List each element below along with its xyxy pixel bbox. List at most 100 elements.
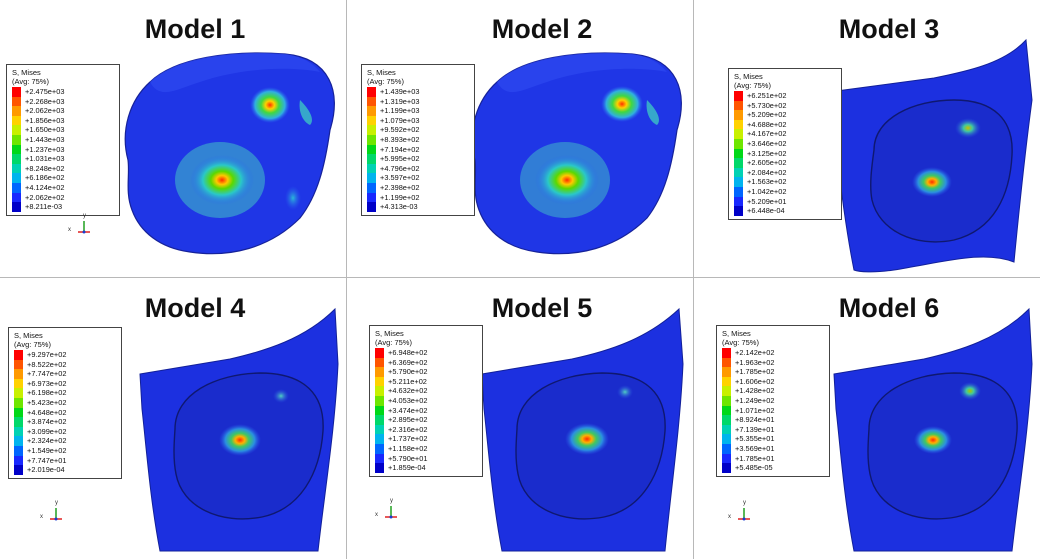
legend-row: +6.251e+02: [734, 91, 838, 101]
stress-legend: S, Mises (Avg: 75%) +2.475e+03 +2.268e+03…: [6, 64, 120, 216]
stress-contour-model-4: [139, 307, 339, 552]
legend-row: +3.125e+02: [734, 148, 838, 159]
legend-row: +5.423e+02: [14, 398, 118, 408]
legend-row: +6.448e-04: [734, 206, 838, 216]
legend-row: +6.186e+02: [12, 173, 116, 183]
legend-row: +4.313e-03: [367, 202, 471, 212]
legend-row: +1.439e+03: [367, 87, 471, 97]
legend-row: +5.485e-05: [722, 463, 826, 473]
legend-row: +1.563e+02: [734, 177, 838, 187]
model-panel-3: Model 3 S, Mises (Avg: 75%) +6.251e+02 +5…: [694, 0, 1040, 279]
legend-row: +2.605e+02: [734, 158, 838, 168]
legend-row: +5.730e+02: [734, 100, 838, 111]
legend-row: +4.632e+02: [375, 386, 479, 396]
legend-row: +2.895e+02: [375, 415, 479, 425]
legend-row: +8.924e+01: [722, 415, 826, 425]
legend-row: +1.785e+01: [722, 453, 826, 464]
legend-row: +4.124e+02: [12, 183, 116, 193]
legend-row: +9.297e+02: [14, 350, 118, 360]
legend-row: +3.646e+02: [734, 139, 838, 149]
panel-divider: [693, 0, 694, 559]
legend-row: +7.747e+01: [14, 455, 118, 466]
panel-divider: [0, 277, 1040, 278]
legend-header: S, Mises (Avg: 75%): [12, 68, 49, 86]
legend-row: +5.790e+02: [375, 367, 479, 377]
legend-row: +5.355e+01: [722, 434, 826, 444]
legend-header: S, Mises (Avg: 75%): [734, 72, 771, 90]
legend-row: +6.973e+02: [14, 378, 118, 389]
legend-row: +7.194e+02: [367, 144, 471, 155]
legend-row: +1.031e+03: [12, 154, 116, 164]
stress-contour-model-3: [828, 38, 1033, 273]
panel-title: Model 1: [144, 14, 246, 44]
legend-row: +1.443e+03: [12, 135, 116, 145]
legend-row: +2.268e+03: [12, 96, 116, 107]
legend-row: +1.549e+02: [14, 446, 118, 456]
panel-title: Model 6: [838, 293, 940, 323]
legend-row: +1.079e+03: [367, 115, 471, 126]
panel-title: Model 5: [491, 293, 593, 323]
stress-contour-model-2: [471, 52, 682, 255]
stress-legend: S, Mises (Avg: 75%) +6.251e+02 +5.730e+02…: [728, 68, 842, 220]
legend-header: S, Mises (Avg: 75%): [14, 331, 51, 349]
legend-row: +3.569e+01: [722, 444, 826, 454]
legend-row: +5.790e+01: [375, 453, 479, 464]
legend-row: +5.995e+02: [367, 154, 471, 164]
model-panel-5: Model 5 S, Mises (Avg: 75%) +6.948e+02 +6…: [347, 279, 693, 558]
legend-row: +3.474e+02: [375, 405, 479, 416]
stress-legend: S, Mises (Avg: 75%) +2.142e+02 +1.963e+02…: [716, 325, 830, 477]
legend-row: +1.158e+02: [375, 444, 479, 454]
legend-row: +1.071e+02: [722, 405, 826, 416]
legend-header: S, Mises (Avg: 75%): [367, 68, 404, 86]
legend-row: +1.199e+03: [367, 106, 471, 116]
legend-row: +2.398e+02: [367, 183, 471, 193]
legend-row: +1.737e+02: [375, 434, 479, 444]
legend-header: S, Mises (Avg: 75%): [722, 329, 759, 347]
legend-row: +4.688e+02: [734, 119, 838, 130]
legend-row: +2.062e+02: [12, 192, 116, 203]
legend-row: +1.042e+02: [734, 187, 838, 197]
panel-title: Model 2: [491, 14, 593, 44]
panel-title: Model 4: [144, 293, 246, 323]
legend-row: +2.062e+03: [12, 106, 116, 116]
legend-row: +4.053e+02: [375, 396, 479, 406]
legend-row: +7.747e+02: [14, 369, 118, 379]
legend-row: +2.316e+02: [375, 424, 479, 435]
legend-row: +8.211e-03: [12, 202, 116, 212]
legend-row: +1.319e+03: [367, 96, 471, 107]
legend-row: +1.249e+02: [722, 396, 826, 406]
legend-row: +1.650e+03: [12, 125, 116, 135]
panel-title: Model 3: [838, 14, 940, 44]
legend-header: S, Mises (Avg: 75%): [375, 329, 412, 347]
legend-row: +2.142e+02: [722, 348, 826, 358]
stress-contour-model-6: [833, 307, 1033, 552]
legend-row: +1.859e-04: [375, 463, 479, 473]
legend-row: +8.393e+02: [367, 135, 471, 145]
legend-row: +1.428e+02: [722, 386, 826, 396]
legend-row: +2.324e+02: [14, 436, 118, 446]
legend-row: +3.874e+02: [14, 417, 118, 427]
stress-legend: S, Mises (Avg: 75%) +1.439e+03 +1.319e+03…: [361, 64, 475, 216]
legend-row: +1.856e+03: [12, 115, 116, 126]
legend-row: +8.522e+02: [14, 359, 118, 370]
legend-row: +1.785e+02: [722, 367, 826, 377]
legend-row: +6.198e+02: [14, 388, 118, 398]
legend-row: +2.019e-04: [14, 465, 118, 475]
legend-row: +1.606e+02: [722, 376, 826, 387]
legend-row: +4.796e+02: [367, 163, 471, 174]
model-panel-4: Model 4 S, Mises (Avg: 75%) +9.297e+02 +8…: [0, 279, 346, 558]
model-panel-1: Model 1 S, Mises (Avg: 75%) +2.475e+03 +2…: [0, 0, 346, 279]
legend-row: +5.211e+02: [375, 376, 479, 387]
legend-row: +9.592e+02: [367, 125, 471, 135]
legend-row: +2.475e+03: [12, 87, 116, 97]
stress-legend: S, Mises (Avg: 75%) +9.297e+02 +8.522e+02…: [8, 327, 122, 479]
legend-row: +8.248e+02: [12, 163, 116, 174]
stress-legend: S, Mises (Avg: 75%) +6.948e+02 +6.369e+02…: [369, 325, 483, 477]
legend-row: +3.099e+02: [14, 426, 118, 437]
legend-row: +2.084e+02: [734, 167, 838, 178]
